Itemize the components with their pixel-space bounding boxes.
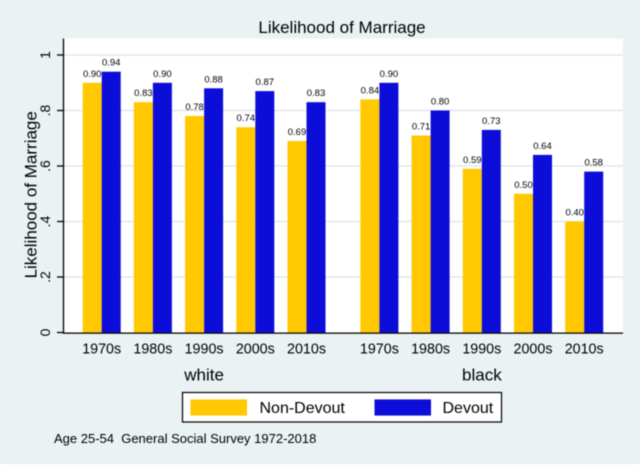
svg-text:1990s: 1990s: [185, 342, 224, 358]
svg-text:2010s: 2010s: [565, 342, 604, 358]
svg-text:2000s: 2000s: [514, 342, 553, 358]
svg-text:0: 0: [37, 328, 53, 336]
svg-text:0.83: 0.83: [134, 88, 153, 99]
svg-text:0.83: 0.83: [307, 88, 326, 99]
svg-text:0.69: 0.69: [288, 127, 307, 138]
svg-text:0.40: 0.40: [565, 208, 584, 219]
svg-text:1970s: 1970s: [360, 342, 399, 358]
svg-text:0.90: 0.90: [153, 69, 172, 80]
svg-text:black: black: [462, 366, 502, 385]
svg-text:Likelihood of Marriage: Likelihood of Marriage: [22, 111, 41, 278]
svg-text:0.87: 0.87: [256, 77, 275, 88]
svg-text:0.78: 0.78: [185, 102, 204, 113]
svg-text:0.90: 0.90: [380, 69, 399, 80]
svg-text:.8: .8: [37, 104, 53, 116]
svg-text:2010s: 2010s: [287, 342, 326, 358]
svg-text:Likelihood of Marriage: Likelihood of Marriage: [258, 18, 425, 37]
svg-text:2000s: 2000s: [236, 342, 275, 358]
svg-text:.4: .4: [37, 215, 53, 227]
svg-text:Age 25-54 General Social Surv: Age 25-54 General Social Survey 1972-201…: [54, 431, 316, 446]
svg-text:1970s: 1970s: [82, 342, 121, 358]
svg-text:0.84: 0.84: [361, 85, 380, 96]
svg-text:0.71: 0.71: [412, 122, 431, 133]
svg-text:0.94: 0.94: [102, 58, 121, 69]
svg-text:.6: .6: [37, 160, 53, 172]
svg-text:Non-Devout: Non-Devout: [260, 400, 346, 417]
svg-text:.2: .2: [37, 271, 53, 283]
svg-text:Devout: Devout: [443, 400, 494, 417]
svg-text:white: white: [183, 366, 224, 385]
svg-text:0.73: 0.73: [482, 116, 501, 127]
svg-text:0.50: 0.50: [514, 180, 533, 191]
svg-text:1980s: 1980s: [133, 342, 172, 358]
svg-text:0.80: 0.80: [431, 97, 450, 108]
svg-text:0.88: 0.88: [204, 74, 223, 85]
svg-text:0.74: 0.74: [237, 113, 256, 124]
svg-text:0.90: 0.90: [83, 69, 102, 80]
svg-text:0.58: 0.58: [584, 158, 603, 169]
svg-text:0.59: 0.59: [463, 155, 482, 166]
svg-text:0.64: 0.64: [533, 141, 552, 152]
svg-text:1990s: 1990s: [462, 342, 501, 358]
svg-text:1: 1: [37, 51, 53, 59]
svg-text:1980s: 1980s: [411, 342, 450, 358]
